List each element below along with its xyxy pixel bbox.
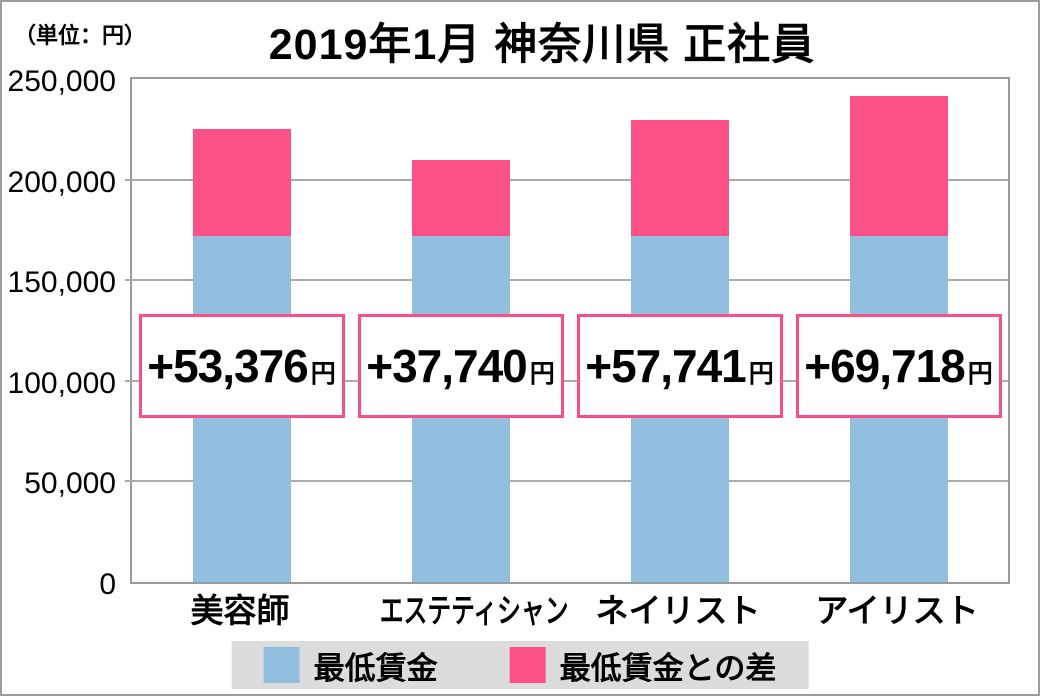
y-tick-label-250000: 250,000 (7, 65, 116, 98)
gridline-150000 (125, 279, 1008, 282)
difference-amount: +37,740 (366, 340, 528, 392)
unit-label: （単位：円） (14, 23, 147, 48)
y-tick-label-150000: 150,000 (7, 266, 116, 300)
legend-label-minimum-wage: 最低賃金 (313, 650, 438, 686)
x-axis: 美容師 エステティシャン ネイリスト アイリスト (130, 589, 1010, 633)
gridline-200000 (125, 178, 1008, 181)
x-label-4: アイリスト (815, 592, 979, 629)
difference-unit: 円 (748, 360, 774, 388)
y-tick-label-100000: 100,000 (7, 366, 116, 400)
chart-title: 2019年1月 神奈川県 正社員 (268, 21, 816, 69)
difference-label-box-1: +53,376 円 (138, 314, 345, 418)
gridline-50000 (125, 480, 1008, 483)
x-label-1: 美容師 (190, 592, 290, 629)
x-label-2: エステティシャン (379, 592, 569, 629)
difference-unit: 円 (529, 360, 555, 388)
bar-1-difference (192, 128, 291, 236)
bar-2-difference (411, 159, 510, 236)
legend-swatch-difference (509, 647, 546, 683)
difference-label-box-4: +69,718 円 (795, 314, 1002, 418)
bar-3-difference (630, 119, 729, 236)
difference-amount: +69,718 (804, 340, 966, 392)
plot-area: +53,376 円 +37,740 円 +57,741 円 +69,718 円 (125, 77, 1010, 584)
gridline-100000 (125, 379, 1008, 382)
x-label-3: ネイリスト (595, 592, 761, 629)
y-tick-label-50000: 50,000 (24, 467, 116, 501)
difference-amount: +57,741 (585, 340, 747, 392)
difference-unit: 円 (967, 360, 993, 388)
legend-label-difference: 最低賃金との差 (559, 650, 777, 686)
difference-amount: +53,376 (147, 340, 309, 392)
legend-swatch-minimum-wage (263, 647, 300, 683)
difference-label-box-2: +37,740 円 (357, 314, 564, 418)
difference-unit: 円 (310, 360, 336, 388)
y-axis: 0 50,000 100,000 150,000 200,000 250,000 (2, 65, 122, 601)
y-tick-label-0: 0 (99, 568, 116, 601)
legend: 最低賃金 最低賃金との差 (231, 641, 809, 689)
bar-4-difference (849, 95, 948, 236)
y-tick-label-200000: 200,000 (7, 165, 116, 199)
difference-label-box-3: +57,741 円 (576, 314, 783, 418)
